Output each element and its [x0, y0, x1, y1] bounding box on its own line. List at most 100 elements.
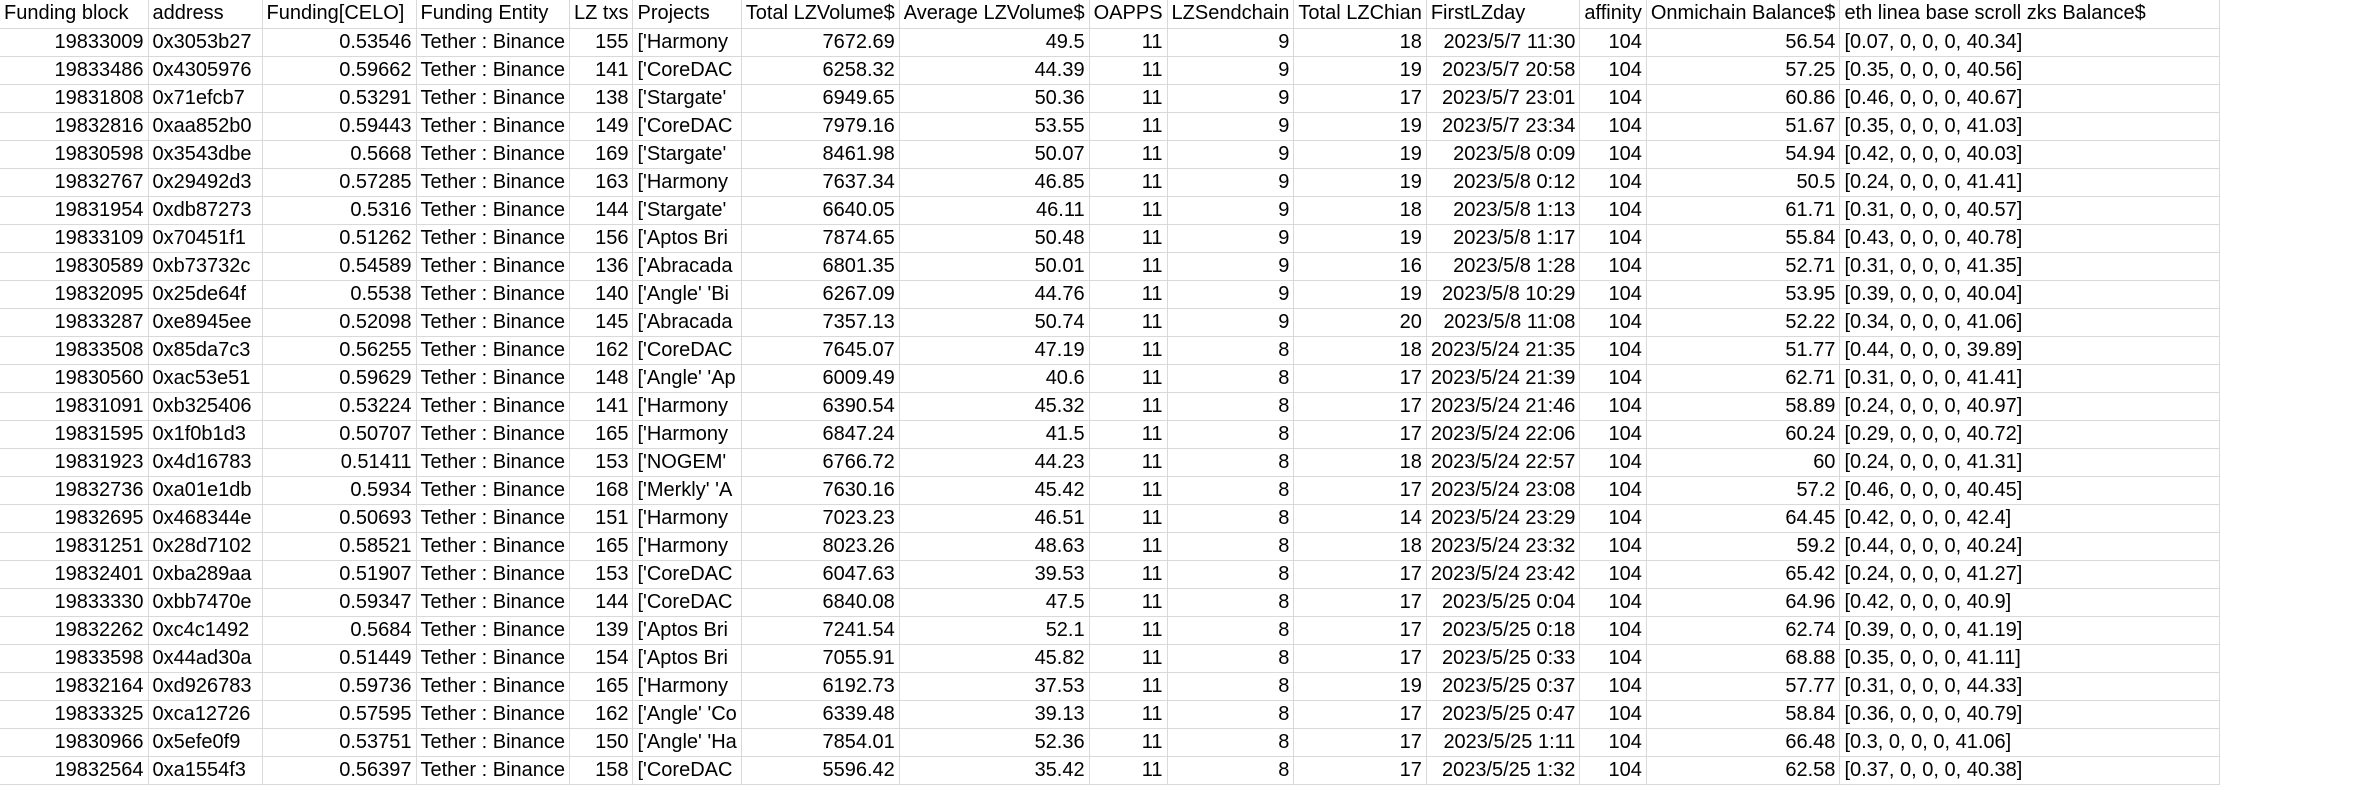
cell-oapps[interactable]: 11 [1089, 672, 1168, 701]
cell-address[interactable]: 0x5efe0f9 [148, 728, 263, 757]
cell-total-lzchian[interactable]: 17 [1293, 728, 1427, 757]
cell-total-lzchian[interactable]: 20 [1293, 308, 1427, 337]
cell-funding-block[interactable]: 19830560 [0, 364, 149, 393]
column-header-total-lzvolume[interactable]: Total LZVolume$ [741, 0, 900, 29]
cell-funding-entity[interactable]: Tether : Binance [416, 28, 571, 57]
cell-projects[interactable]: ['Harmony [632, 532, 742, 561]
cell-lz-txs[interactable]: 151 [569, 504, 634, 533]
cell-oapps[interactable]: 11 [1089, 168, 1168, 197]
cell-affinity[interactable]: 104 [1579, 140, 1647, 169]
cell-avg-lzvolume[interactable]: 46.11 [899, 196, 1090, 225]
cell-lzsendchain[interactable]: 9 [1167, 168, 1295, 197]
column-header-lz-txs[interactable]: LZ txs [569, 0, 634, 29]
cell-total-lzchian[interactable]: 17 [1293, 476, 1427, 505]
cell-firstlzday[interactable]: 2023/5/24 22:57 [1426, 448, 1581, 477]
cell-chain-balances[interactable]: [0.35, 0, 0, 0, 41.11] [1839, 644, 2221, 673]
cell-address[interactable]: 0x70451f1 [148, 224, 263, 253]
cell-lzsendchain[interactable]: 8 [1167, 672, 1295, 701]
cell-chain-balances[interactable]: [0.44, 0, 0, 0, 40.24] [1839, 532, 2221, 561]
cell-total-lzchian[interactable]: 18 [1293, 532, 1427, 561]
cell-funding-celo[interactable]: 0.51449 [262, 644, 417, 673]
cell-affinity[interactable]: 104 [1579, 504, 1647, 533]
cell-total-lzvolume[interactable]: 7357.13 [741, 308, 900, 337]
cell-funding-celo[interactable]: 0.52098 [262, 308, 417, 337]
cell-affinity[interactable]: 104 [1579, 672, 1647, 701]
cell-avg-lzvolume[interactable]: 44.76 [899, 280, 1090, 309]
cell-funding-block[interactable]: 19832401 [0, 560, 149, 589]
cell-projects[interactable]: ['NOGEM' [632, 448, 742, 477]
cell-lzsendchain[interactable]: 8 [1167, 504, 1295, 533]
cell-onmichain-balance[interactable]: 51.67 [1646, 112, 1841, 141]
cell-funding-entity[interactable]: Tether : Binance [416, 308, 571, 337]
cell-avg-lzvolume[interactable]: 35.42 [899, 756, 1090, 785]
cell-oapps[interactable]: 11 [1089, 392, 1168, 421]
cell-affinity[interactable]: 104 [1579, 448, 1647, 477]
cell-funding-block[interactable]: 19830598 [0, 140, 149, 169]
cell-address[interactable]: 0xb325406 [148, 392, 263, 421]
cell-lzsendchain[interactable]: 8 [1167, 644, 1295, 673]
cell-total-lzvolume[interactable]: 8023.26 [741, 532, 900, 561]
cell-lz-txs[interactable]: 162 [569, 336, 634, 365]
cell-address[interactable]: 0xaa852b0 [148, 112, 263, 141]
cell-funding-block[interactable]: 19833598 [0, 644, 149, 673]
cell-onmichain-balance[interactable]: 52.71 [1646, 252, 1841, 281]
column-header-onmichain-balance[interactable]: Onmichain Balance$ [1646, 0, 1841, 29]
cell-affinity[interactable]: 104 [1579, 112, 1647, 141]
cell-address[interactable]: 0xba289aa [148, 560, 263, 589]
column-header-lzsendchain[interactable]: LZSendchain [1167, 0, 1295, 29]
cell-lz-txs[interactable]: 149 [569, 112, 634, 141]
cell-onmichain-balance[interactable]: 57.25 [1646, 56, 1841, 85]
cell-projects[interactable]: ['Aptos Bri [632, 224, 742, 253]
cell-funding-celo[interactable]: 0.59443 [262, 112, 417, 141]
cell-funding-celo[interactable]: 0.5684 [262, 616, 417, 645]
cell-total-lzchian[interactable]: 17 [1293, 364, 1427, 393]
cell-address[interactable]: 0xc4c1492 [148, 616, 263, 645]
cell-avg-lzvolume[interactable]: 49.5 [899, 28, 1090, 57]
cell-total-lzvolume[interactable]: 6801.35 [741, 252, 900, 281]
cell-onmichain-balance[interactable]: 58.89 [1646, 392, 1841, 421]
cell-funding-celo[interactable]: 0.59629 [262, 364, 417, 393]
cell-firstlzday[interactable]: 2023/5/8 10:29 [1426, 280, 1581, 309]
cell-funding-celo[interactable]: 0.59347 [262, 588, 417, 617]
cell-total-lzvolume[interactable]: 7874.65 [741, 224, 900, 253]
cell-onmichain-balance[interactable]: 65.42 [1646, 560, 1841, 589]
cell-funding-entity[interactable]: Tether : Binance [416, 756, 571, 785]
cell-funding-block[interactable]: 19833325 [0, 700, 149, 729]
cell-funding-celo[interactable]: 0.53546 [262, 28, 417, 57]
cell-affinity[interactable]: 104 [1579, 588, 1647, 617]
cell-affinity[interactable]: 104 [1579, 224, 1647, 253]
cell-total-lzchian[interactable]: 19 [1293, 56, 1427, 85]
cell-firstlzday[interactable]: 2023/5/25 0:04 [1426, 588, 1581, 617]
cell-funding-block[interactable]: 19832816 [0, 112, 149, 141]
cell-affinity[interactable]: 104 [1579, 532, 1647, 561]
cell-projects[interactable]: ['Abracada [632, 308, 742, 337]
cell-total-lzvolume[interactable]: 6640.05 [741, 196, 900, 225]
cell-firstlzday[interactable]: 2023/5/7 23:01 [1426, 84, 1581, 113]
cell-total-lzchian[interactable]: 17 [1293, 420, 1427, 449]
cell-lzsendchain[interactable]: 9 [1167, 84, 1295, 113]
cell-onmichain-balance[interactable]: 54.94 [1646, 140, 1841, 169]
cell-funding-celo[interactable]: 0.51411 [262, 448, 417, 477]
cell-avg-lzvolume[interactable]: 50.36 [899, 84, 1090, 113]
cell-projects[interactable]: ['Harmony [632, 420, 742, 449]
cell-address[interactable]: 0x1f0b1d3 [148, 420, 263, 449]
cell-funding-block[interactable]: 19832767 [0, 168, 149, 197]
cell-lzsendchain[interactable]: 8 [1167, 476, 1295, 505]
cell-funding-entity[interactable]: Tether : Binance [416, 700, 571, 729]
cell-total-lzvolume[interactable]: 7241.54 [741, 616, 900, 645]
cell-lzsendchain[interactable]: 8 [1167, 532, 1295, 561]
cell-total-lzvolume[interactable]: 6766.72 [741, 448, 900, 477]
cell-funding-entity[interactable]: Tether : Binance [416, 504, 571, 533]
cell-funding-entity[interactable]: Tether : Binance [416, 168, 571, 197]
cell-funding-block[interactable]: 19832095 [0, 280, 149, 309]
cell-onmichain-balance[interactable]: 52.22 [1646, 308, 1841, 337]
cell-total-lzvolume[interactable]: 7637.34 [741, 168, 900, 197]
cell-total-lzvolume[interactable]: 6949.65 [741, 84, 900, 113]
cell-funding-celo[interactable]: 0.5668 [262, 140, 417, 169]
cell-avg-lzvolume[interactable]: 48.63 [899, 532, 1090, 561]
cell-chain-balances[interactable]: [0.42, 0, 0, 0, 42.4] [1839, 504, 2221, 533]
cell-firstlzday[interactable]: 2023/5/8 1:13 [1426, 196, 1581, 225]
cell-total-lzchian[interactable]: 17 [1293, 560, 1427, 589]
cell-avg-lzvolume[interactable]: 44.23 [899, 448, 1090, 477]
cell-total-lzvolume[interactable]: 6047.63 [741, 560, 900, 589]
